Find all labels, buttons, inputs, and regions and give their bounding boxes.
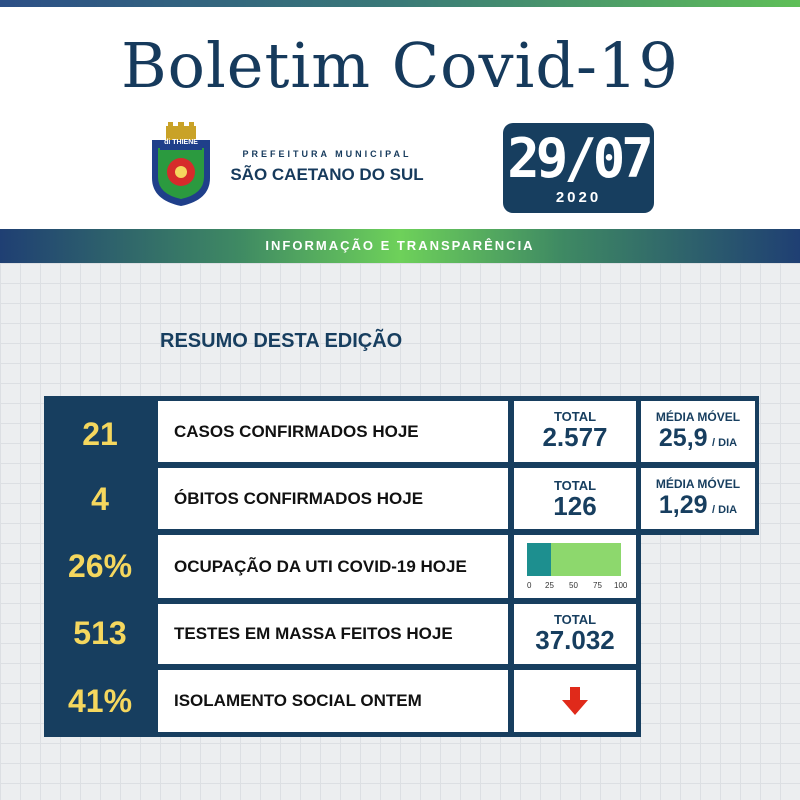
- total-cell: TOTAL 37.032: [514, 604, 636, 664]
- tick-label: 25: [545, 581, 554, 590]
- row-value: 4: [91, 481, 109, 517]
- media-movel-value: 25,9: [658, 424, 708, 452]
- date-year: 2020: [555, 189, 602, 206]
- band-text: INFORMAÇÃO E TRANSPARÊNCIA: [265, 238, 535, 253]
- media-movel-unit: / DIA: [712, 504, 738, 516]
- date-badge: 29/07 2020: [503, 123, 654, 213]
- page-title: Boletim Covid-19: [121, 29, 679, 102]
- city-crest-logo: [152, 122, 210, 206]
- top-gradient-strip: [0, 0, 800, 7]
- prefeitura-label: PREFEITURA MUNICIPAL: [242, 149, 412, 159]
- total-label: TOTAL: [553, 478, 597, 493]
- row-label: TESTES EM MASSA FEITOS HOJE: [158, 604, 508, 664]
- section-title: RESUMO DESTA EDIÇÃO: [160, 330, 403, 352]
- row-label: OCUPAÇÃO DA UTI COVID-19 HOJE: [158, 535, 508, 598]
- media-movel-cell: MÉDIA MÓVEL 25,9 / DIA: [641, 401, 755, 462]
- tick-label: 50: [569, 581, 578, 590]
- media-movel-label: MÉDIA MÓVEL: [655, 410, 741, 424]
- tick-label: 0: [527, 581, 532, 590]
- media-movel-cell: MÉDIA MÓVEL 1,29 / DIA: [641, 468, 755, 529]
- tick-label: 75: [593, 581, 602, 590]
- row-value: 41%: [67, 683, 133, 719]
- total-label: TOTAL: [553, 409, 597, 424]
- total-label: TOTAL: [553, 612, 597, 627]
- row-value: 21: [82, 416, 118, 452]
- media-movel-value: 1,29: [658, 491, 708, 519]
- total-value: 37.032: [535, 625, 615, 655]
- tick-label: 100: [614, 581, 628, 590]
- total-value: 2.577: [542, 422, 608, 452]
- row-value: 513: [73, 615, 127, 651]
- total-cell: TOTAL 2.577: [514, 401, 636, 462]
- media-movel-unit: / DIA: [712, 437, 738, 449]
- header: Boletim Covid-19 di THIENE PREFEITURA MU…: [0, 7, 800, 229]
- occupancy-bar: [527, 543, 621, 576]
- occupancy-bar-fill: [527, 543, 552, 576]
- date-day-month: 29/07: [507, 127, 654, 190]
- row-value: 26%: [67, 548, 133, 584]
- total-value: 126: [553, 491, 597, 521]
- row-label: CASOS CONFIRMADOS HOJE: [158, 401, 508, 462]
- row-label: ÓBITOS CONFIRMADOS HOJE: [158, 468, 508, 529]
- media-movel-label: MÉDIA MÓVEL: [655, 477, 741, 491]
- crest-label: di THIENE: [164, 139, 198, 146]
- total-cell: TOTAL 126: [514, 468, 636, 529]
- down-arrow-icon: [562, 687, 588, 715]
- city-name: SÃO CAETANO DO SUL: [230, 165, 424, 184]
- info-band: INFORMAÇÃO E TRANSPARÊNCIA: [0, 229, 800, 263]
- trend-cell: [514, 670, 636, 732]
- row-label: ISOLAMENTO SOCIAL ONTEM: [158, 670, 508, 732]
